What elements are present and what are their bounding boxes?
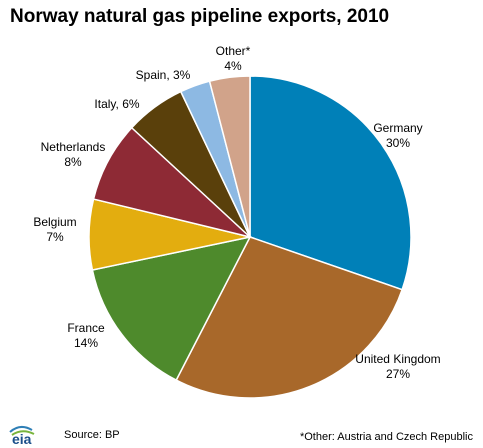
slice-label: Netherlands 8% xyxy=(41,140,106,169)
slice-label: Germany 30% xyxy=(373,121,422,150)
pie-slice-united-kingdom xyxy=(175,236,404,399)
slice-label: Italy, 6% xyxy=(94,97,139,111)
source-note: Source: BP xyxy=(64,429,120,441)
footnote: *Other: Austria and Czech Republic xyxy=(299,431,473,443)
chart-title: Norway natural gas pipeline exports, 201… xyxy=(10,6,390,27)
eia-logo: eia xyxy=(9,426,35,446)
slice-label: United Kingdom 27% xyxy=(355,352,440,381)
svg-text:eia: eia xyxy=(12,431,32,446)
pie-slice-germany xyxy=(249,75,412,291)
slice-label: Spain, 3% xyxy=(136,68,191,82)
slice-label: France 14% xyxy=(67,321,105,350)
slice-label: Other* 4% xyxy=(216,44,251,73)
pie-slice-other xyxy=(208,75,251,238)
slice-label: Belgium 7% xyxy=(33,215,76,244)
pie-slice-france xyxy=(91,235,252,382)
